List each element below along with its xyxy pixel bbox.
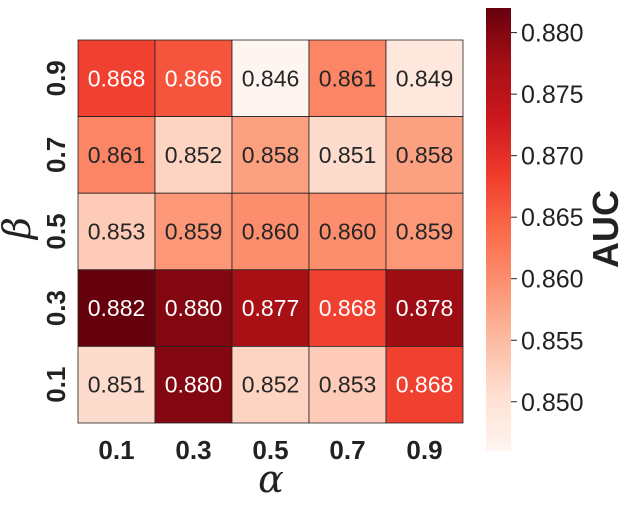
heatmap-cell: [231, 269, 310, 347]
y-tick-label: 0.9: [41, 60, 71, 96]
cell-value-label: 0.868: [396, 372, 454, 398]
colorbar-tick-label: 0.850: [521, 389, 584, 417]
cell-value-label: 0.859: [165, 219, 223, 245]
cell-value-label: 0.880: [165, 295, 223, 321]
cell-value-label: 0.852: [242, 372, 300, 398]
cell-value-label: 0.860: [319, 219, 377, 245]
heatmap-cell: [385, 116, 464, 194]
heatmap-cell: [385, 269, 464, 347]
x-tick-label: 0.5: [252, 435, 288, 465]
x-tick-label: 0.7: [329, 435, 365, 465]
cell-value-label: 0.880: [165, 372, 223, 398]
colorbar: [486, 8, 511, 451]
cell-value-label: 0.859: [396, 219, 454, 245]
x-tick-label: 0.9: [406, 435, 442, 465]
heatmap-cell: [154, 192, 233, 271]
cell-value-label: 0.846: [242, 65, 300, 91]
cell-value-label: 0.868: [319, 295, 377, 321]
cell-value-label: 0.866: [165, 65, 223, 91]
heatmap-cells: 0.868 0.866 0.846 0.861 0.849 0.861 0.852 0.858…: [77, 39, 464, 424]
cell-value-label: 0.853: [319, 372, 377, 398]
cell-value-label: 0.860: [242, 219, 300, 245]
x-tick-labels: 0.1 0.3 0.5 0.7 0.9: [98, 435, 442, 465]
y-tick-label: 0.3: [41, 290, 71, 326]
x-tick-label: 0.3: [175, 435, 211, 465]
cell-value-label: 0.858: [242, 142, 300, 168]
heatmap-cell: [308, 269, 387, 347]
colorbar-ticks: 0.850 0.855 0.860 0.865 0.870 0.875 0.880: [511, 20, 584, 417]
cell-value-label: 0.851: [319, 142, 377, 168]
heatmap-cell: [231, 39, 310, 117]
y-tick-label: 0.7: [41, 137, 71, 173]
colorbar-tick-label: 0.870: [521, 143, 584, 171]
heatmap-cell: [154, 39, 233, 117]
cell-value-label: 0.853: [88, 219, 146, 245]
colorbar-tick-label: 0.865: [521, 204, 584, 232]
x-tick-label: 0.1: [98, 435, 134, 465]
cell-value-label: 0.877: [242, 295, 300, 321]
cell-value-label: 0.861: [319, 65, 377, 91]
heatmap-cell: [231, 345, 310, 424]
heatmap-cell: [385, 345, 464, 424]
cell-value-label: 0.882: [88, 295, 146, 321]
heatmap-cell: [308, 39, 387, 117]
heatmap-cell: [154, 269, 233, 347]
cell-value-label: 0.878: [396, 295, 454, 321]
heatmap-cell: [385, 39, 464, 117]
heatmap-cell: [308, 192, 387, 271]
colorbar-tick-label: 0.880: [521, 20, 584, 48]
cell-value-label: 0.852: [165, 142, 223, 168]
x-axis-label: α: [258, 457, 284, 501]
heatmap-cell: [77, 39, 156, 117]
heatmap-cell: [231, 116, 310, 194]
colorbar-tick-label: 0.875: [521, 81, 584, 109]
y-tick-labels: 0.9 0.7 0.5 0.3 0.1: [41, 60, 71, 403]
heatmap-cell: [77, 116, 156, 194]
heatmap-cell: [154, 345, 233, 424]
y-tick-label: 0.5: [41, 213, 71, 249]
cell-value-label: 0.849: [396, 65, 454, 91]
cell-value-label: 0.858: [396, 142, 454, 168]
colorbar-tick-label: 0.860: [521, 266, 584, 294]
colorbar-tick-label: 0.855: [521, 327, 584, 355]
y-axis-label: β: [0, 217, 39, 241]
heatmap-cell: [385, 192, 464, 271]
heatmap-cell: [77, 345, 156, 424]
heatmap-cell: [231, 192, 310, 271]
cell-value-label: 0.861: [88, 142, 146, 168]
cell-value-label: 0.868: [88, 65, 146, 91]
y-tick-label: 0.1: [41, 367, 71, 403]
heatmap-cell: [77, 269, 156, 347]
colorbar-label: AUC: [585, 190, 626, 268]
cell-value-label: 0.851: [88, 372, 146, 398]
